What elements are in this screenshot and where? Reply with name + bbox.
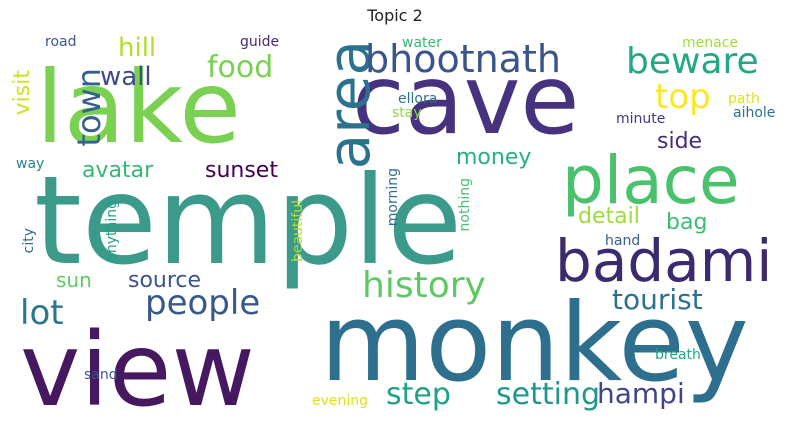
word-avatar: avatar [82, 158, 154, 183]
word-setting: setting [496, 377, 601, 412]
word-minute: minute [616, 111, 666, 127]
word-food: food [207, 50, 274, 85]
word-evening: evening [312, 393, 369, 409]
word-source: source [128, 268, 202, 293]
word-hill: hill [118, 33, 157, 63]
word-hand: hand [605, 233, 641, 249]
word-road: road [45, 34, 77, 50]
word-anything: anything [104, 200, 120, 262]
word-sand: sand [84, 367, 118, 383]
word-stay: stay [392, 105, 422, 121]
word-temple: temple [34, 150, 463, 292]
word-tourist: tourist [612, 283, 703, 316]
word-wall: wall [100, 62, 152, 92]
word-aihole: aihole [733, 105, 776, 121]
word-hampi: hampi [597, 377, 685, 410]
word-money: money [456, 145, 532, 170]
word-lake: lake [36, 49, 241, 166]
word-step: step [386, 377, 451, 412]
word-badami: badami [555, 227, 773, 295]
word-sunset: sunset [205, 158, 278, 183]
word-history: history [362, 265, 486, 306]
word-cave: cave [352, 44, 580, 156]
word-menace: menace [682, 35, 739, 51]
word-beautiful: beautiful [290, 200, 306, 263]
word-beware: beware [626, 41, 759, 82]
word-water: water [402, 35, 442, 51]
word-city: city [21, 228, 37, 254]
word-bag: bag [666, 210, 708, 235]
word-nothing: nothing [457, 178, 473, 232]
word-morning: morning [385, 168, 401, 227]
word-view: view [20, 311, 255, 430]
word-side: side [657, 129, 703, 154]
word-sun: sun [56, 268, 92, 292]
chart-title: Topic 2 [367, 6, 423, 25]
word-visit: visit [10, 70, 35, 116]
word-top: top [655, 77, 711, 117]
word-path: path [728, 91, 760, 107]
word-people: people [145, 283, 261, 323]
word-ellora: ellora [398, 91, 438, 107]
word-bhootnath: bhootnath [365, 37, 561, 81]
word-way: way [16, 156, 45, 172]
word-guide: guide [240, 34, 280, 50]
word-place: place [562, 142, 740, 219]
word-detail: detail [578, 204, 640, 229]
word-breath: breath [655, 347, 701, 363]
word-monkey: monkey [320, 281, 749, 406]
word-lot: lot [20, 293, 64, 333]
